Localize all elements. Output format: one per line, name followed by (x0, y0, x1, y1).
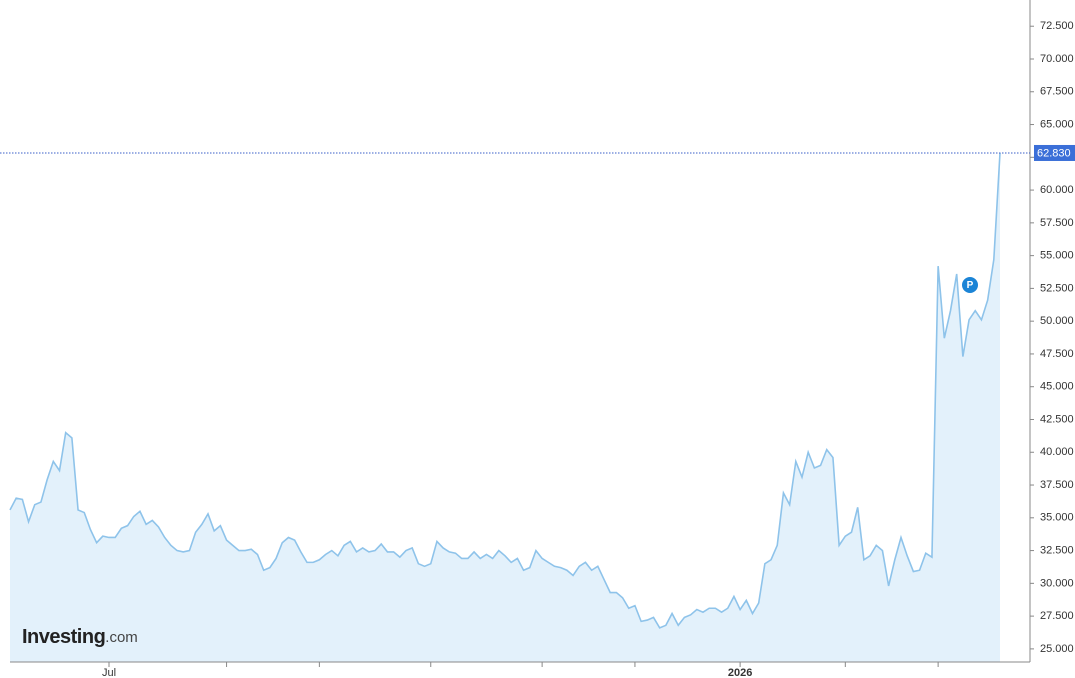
y-tick-label: 65.000 (1040, 118, 1074, 130)
logo-name: Investing (22, 626, 105, 648)
y-tick-label: 55.000 (1040, 250, 1074, 262)
x-tick-label: Jul (102, 667, 116, 678)
y-tick-label: 40.000 (1040, 446, 1074, 458)
logo-suffix: .com (105, 629, 138, 646)
y-tick-label: 67.500 (1040, 86, 1074, 98)
y-tick-label: 35.000 (1040, 512, 1074, 524)
x-tick-label: 2026 (728, 667, 752, 678)
y-tick-label: 70.000 (1040, 53, 1074, 65)
y-tick-label: 50.000 (1040, 315, 1074, 327)
y-tick-label: 60.000 (1040, 184, 1074, 196)
y-tick-label: 45.000 (1040, 381, 1074, 393)
logo: Investing.com (22, 626, 138, 648)
area-fill (10, 152, 1000, 663)
y-tick-label: 72.500 (1040, 20, 1074, 32)
last-value-label: 62.830 (1037, 147, 1071, 159)
y-tick-label: 52.500 (1040, 282, 1074, 294)
price-line (9, 152, 1001, 629)
y-tick-label: 57.500 (1040, 217, 1074, 229)
y-tick-label: 37.500 (1040, 479, 1074, 491)
y-tick-label: 32.500 (1040, 544, 1074, 556)
last-value-box (1034, 144, 1075, 161)
event-marker-label: P (967, 280, 974, 291)
y-tick-label: 42.500 (1040, 413, 1074, 425)
y-tick-label: 47.500 (1040, 348, 1074, 360)
y-tick-label: 25.000 (1040, 643, 1074, 655)
y-tick-label: 27.500 (1040, 610, 1074, 622)
event-marker (962, 277, 978, 293)
y-tick-label: 30.000 (1040, 577, 1074, 589)
